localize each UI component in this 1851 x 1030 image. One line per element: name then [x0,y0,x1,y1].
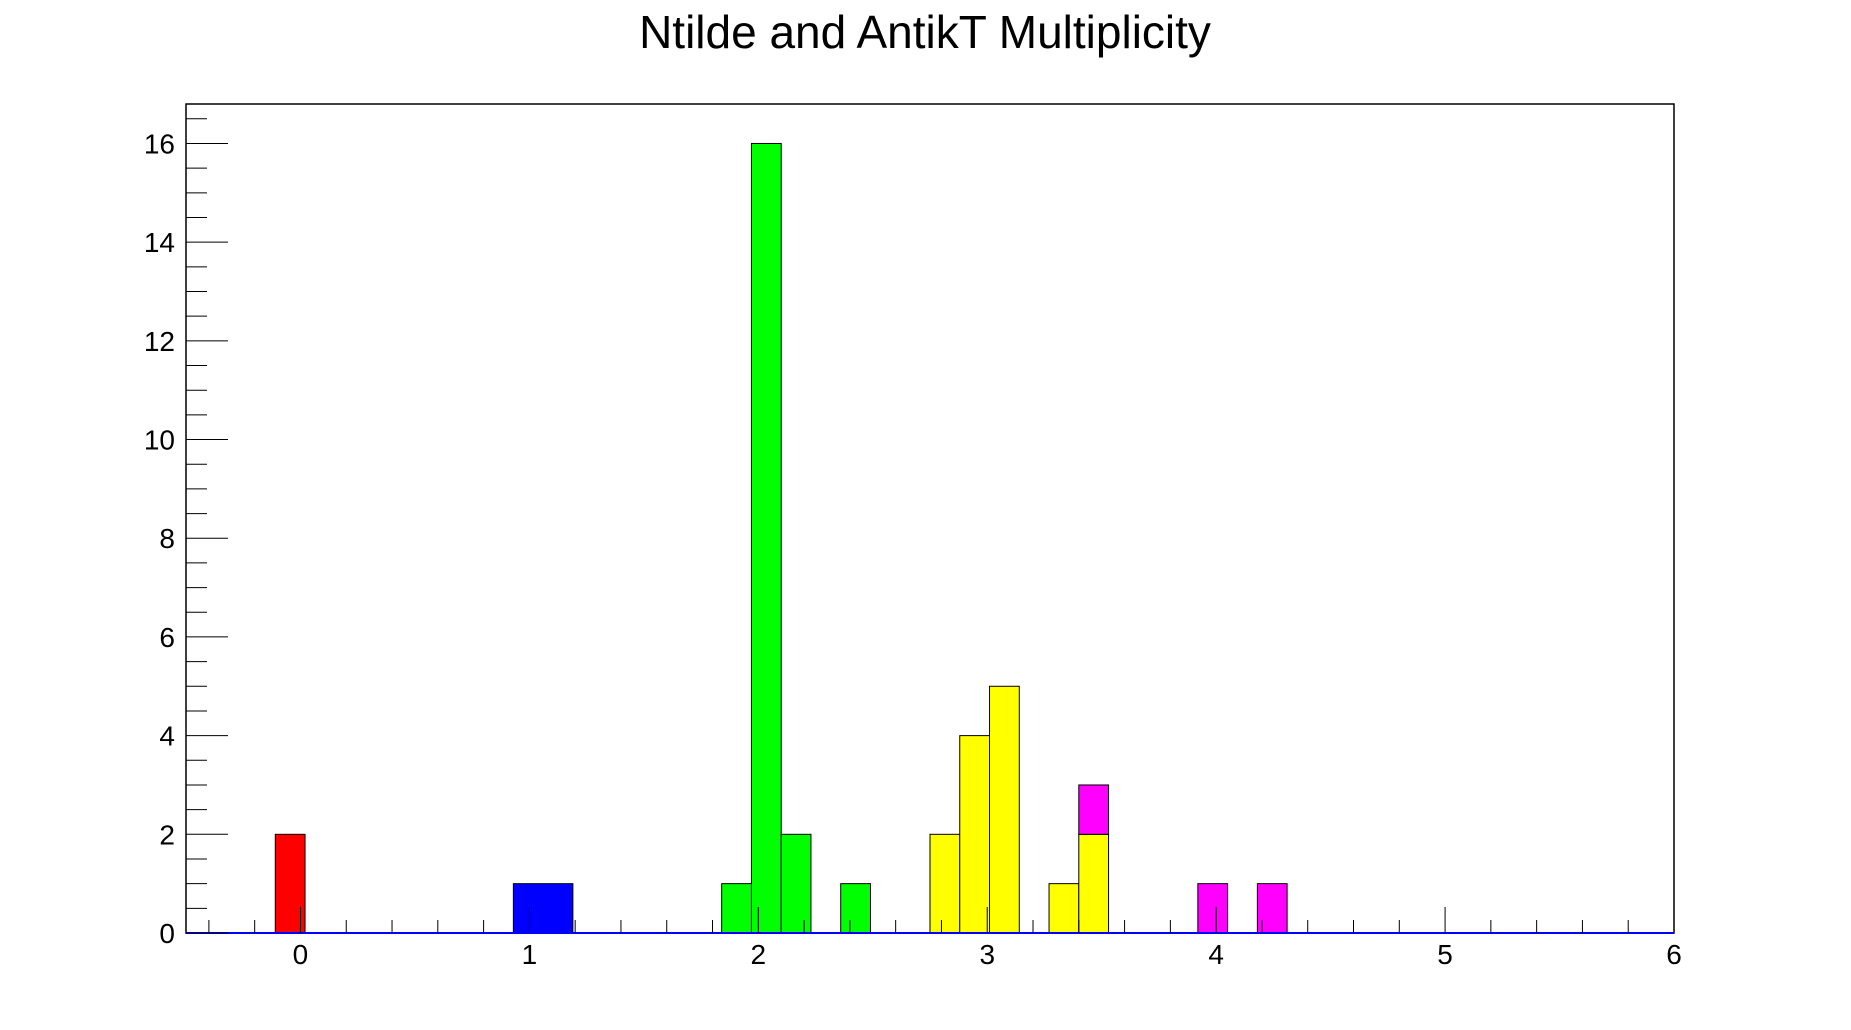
x-tick-label: 4 [1208,939,1224,970]
bar-series-4-bin-1 [1197,883,1229,934]
bar-series-3-bin-2 [989,685,1020,934]
bar-series-3-bin-3 [1048,883,1080,934]
bar-series-1-bin-0 [512,883,574,934]
x-tick-label: 5 [1437,939,1453,970]
bar-series-3-bin-0 [929,833,961,934]
x-tick-label: 2 [751,939,767,970]
y-tick-label: 2 [159,819,175,850]
bar-series-4-bin-0 [1078,784,1110,835]
bar-series-2-bin-2 [780,833,812,934]
y-axis: 0 2 4 6 8 10 12 14 16 [144,118,228,949]
y-tick-label: 16 [144,128,175,159]
y-tick-label: 8 [159,523,175,554]
y-tick-label: 6 [159,622,175,653]
y-tick-label: 4 [159,721,175,752]
y-tick-label: 12 [144,326,175,357]
bar-series-2-bin-1 [750,142,782,934]
bars-layer [186,142,1674,934]
bar-series-3-bin-1 [959,735,991,934]
x-axis: 0 1 2 3 4 5 6 [208,907,1682,970]
x-tick-label: 3 [979,939,995,970]
plot-frame [185,103,1675,934]
chart-title: Ntilde and AntikT Multiplicity [639,6,1211,58]
y-tick-label: 0 [159,918,175,949]
bar-series-2-bin-0 [721,883,752,934]
x-tick-label: 1 [522,939,538,970]
bar-series-3-bin-4 [1078,833,1110,934]
y-tick-label: 14 [144,227,175,258]
y-tick-label: 10 [144,425,175,456]
x-tick-label: 6 [1666,939,1682,970]
x-tick-label: 0 [293,939,309,970]
bar-series-2-bin-3 [840,883,871,934]
